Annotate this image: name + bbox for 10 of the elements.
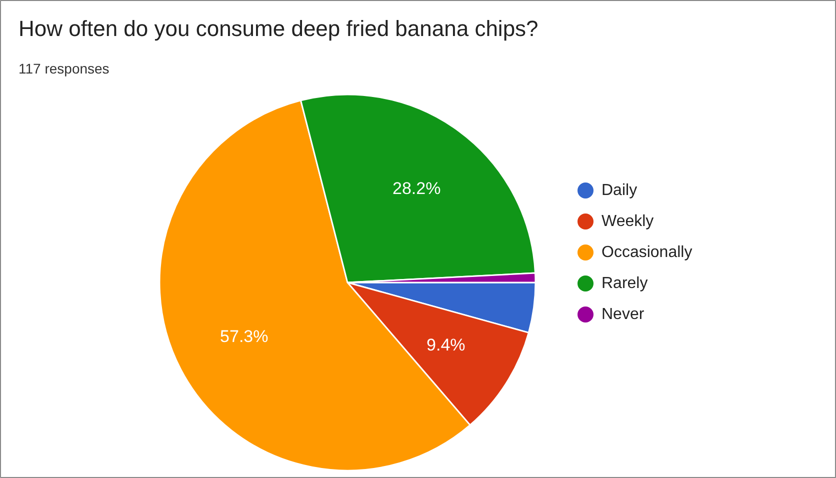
legend-label: Occasionally bbox=[602, 244, 692, 261]
legend-label: Rarely bbox=[602, 275, 648, 292]
chart-title: How often do you consume deep fried banana chips? bbox=[18, 16, 538, 41]
data-label: 9.4% bbox=[426, 335, 466, 354]
data-label: 28.2% bbox=[392, 179, 441, 198]
data-label: 57.3% bbox=[220, 326, 268, 346]
legend-label: Daily bbox=[602, 182, 638, 199]
legend-label: Weekly bbox=[602, 213, 654, 230]
chart-subtitle: 117 responses bbox=[18, 60, 110, 76]
legend-label: Never bbox=[602, 306, 645, 323]
